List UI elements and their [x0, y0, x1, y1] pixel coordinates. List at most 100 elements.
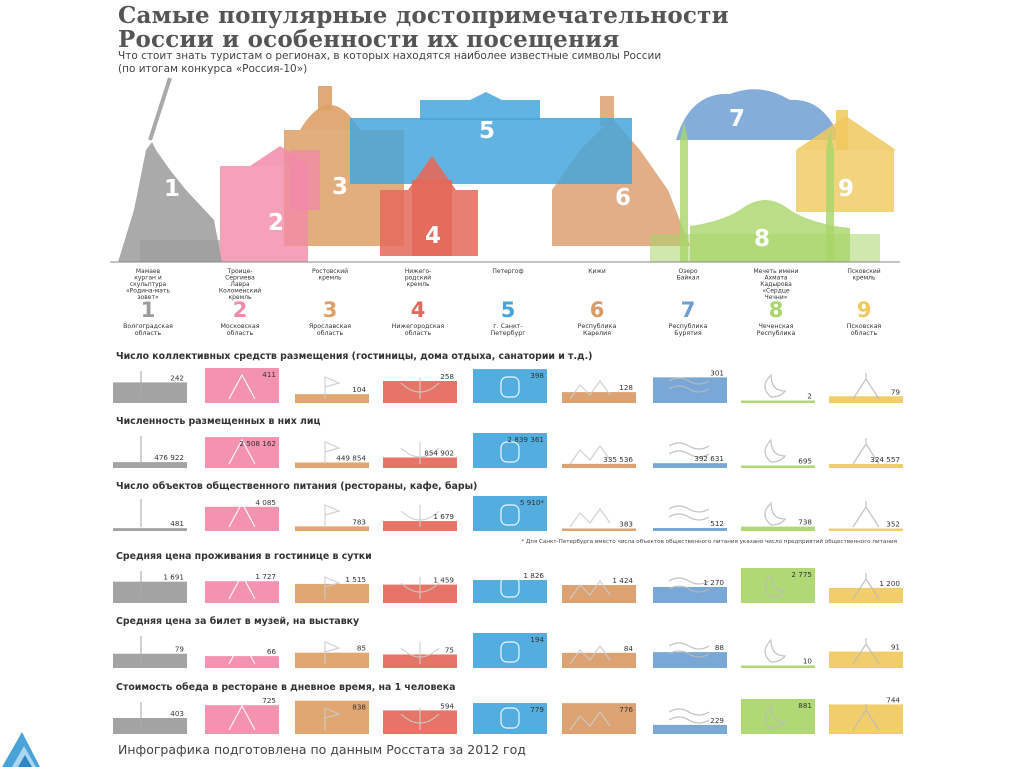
- bar-p3-c9: [829, 528, 903, 531]
- panel-2: Численность размещенных в них лиц 476 922…: [113, 416, 903, 468]
- waves-icon: [668, 505, 710, 521]
- value-label-p6-c4: 594: [440, 701, 454, 710]
- landmark-name-6-line-1: Кижи: [588, 268, 606, 275]
- region-name-7-line-1: Республика: [669, 322, 708, 330]
- panel-title-2: Численность размещенных в них лиц: [116, 416, 320, 427]
- landmark-name-1-line-4: «Родина-мать: [126, 288, 170, 295]
- lavra-icon: [228, 573, 256, 600]
- value-label-p2-c5: 2 839 361: [507, 435, 544, 444]
- crescent-icon: [764, 638, 787, 663]
- value-label-p5-c8: 10: [803, 657, 813, 666]
- bar-p6-c8: [741, 699, 815, 734]
- lavra-icon: [228, 704, 256, 731]
- value-label-p6-c6: 776: [619, 705, 633, 714]
- waves-icon: [668, 708, 710, 724]
- region-name-2-line-1: Московская: [220, 323, 259, 330]
- skyline-number-5: 5: [479, 118, 495, 144]
- landmark-name-2-line-4: Коломенский: [219, 288, 261, 295]
- bar-p1-c9: [829, 396, 903, 403]
- landmark-name-2-line-2: Сергиева: [225, 275, 255, 282]
- lavra-icon: [228, 501, 256, 528]
- peterhof-palace-body: [350, 118, 632, 184]
- landmark-name-1-line-2: курган и: [134, 275, 162, 282]
- peterhof-palace-roof: [470, 92, 502, 100]
- rostov-kremlin-dome: [300, 105, 360, 130]
- tower-icon: [852, 638, 880, 665]
- value-label-p4-c5: 1 826: [523, 571, 544, 580]
- bar-p2-c3: [295, 462, 369, 468]
- bar-p2-c7: [653, 463, 727, 468]
- skyline-number-1: 1: [164, 176, 180, 202]
- bar-p4-c7: [653, 586, 727, 603]
- crescent-icon: [764, 438, 787, 463]
- bar-p2-c9: [829, 463, 903, 468]
- panel-title-6: Стоимость обеда в ресторане в дневное вр…: [116, 682, 455, 693]
- mountains-icon: [569, 444, 611, 465]
- crescent-icon: [764, 373, 787, 398]
- region-number-4: 4: [411, 298, 426, 322]
- bar-p1-c3: [295, 394, 369, 403]
- tower-icon: [852, 373, 880, 400]
- value-label-p2-c2: 2 508 162: [239, 439, 276, 448]
- value-label-p2-c7: 392 631: [694, 454, 724, 463]
- bar-p4-c5: [473, 579, 547, 603]
- region-name-6-line-1: Республика: [578, 322, 617, 330]
- bar-p1-c8: [741, 400, 815, 403]
- value-label-p4-c1: 1 691: [163, 573, 184, 582]
- title-line-1: Самые популярные достопримечательности: [118, 2, 729, 29]
- mountains-icon: [569, 379, 611, 400]
- source-footer: Инфографика подготовлена по данным Росст…: [118, 742, 526, 757]
- landmark-name-8-line-2: Ахмата: [764, 275, 787, 282]
- kremlin-icon: [400, 442, 440, 464]
- region-name-1-line-1: Волгоградская: [123, 323, 173, 330]
- flag-icon: [324, 641, 341, 664]
- value-label-p3-c5: 5 910*: [520, 498, 545, 507]
- mosque-minaret-left: [680, 140, 688, 262]
- value-label-p5-c2: 66: [267, 647, 277, 656]
- bar-p3-c6: [562, 528, 636, 531]
- tower-icon: [852, 704, 880, 731]
- region-number-7: 7: [681, 298, 696, 322]
- mosque-minaret-left-tip: [680, 122, 688, 140]
- landmark-name-8-line-5: Чечни»: [765, 294, 788, 301]
- region-name-6-line-2: Карелия: [583, 330, 611, 337]
- bar-p6-c7: [653, 724, 727, 734]
- panel-title-5: Средняя цена за билет в музей, на выстав…: [116, 616, 359, 627]
- crescent-icon: [764, 573, 787, 598]
- peterhof-palace-upper: [420, 100, 540, 120]
- region-name-3-line-1: Ярославская: [309, 323, 351, 330]
- value-label-p6-c5: 779: [530, 705, 544, 714]
- landmark-name-3-line-2: кремль: [318, 275, 341, 282]
- region-number-5: 5: [501, 298, 516, 322]
- bar-p3-c1: [113, 528, 187, 531]
- landmark-name-3-line-1: Ростовский: [312, 268, 348, 275]
- panel-title-4: Средняя цена проживания в гостинице в су…: [116, 551, 372, 562]
- bar-p5-c6: [562, 652, 636, 668]
- landmark-name-2-line-5: кремль: [228, 294, 251, 301]
- tower-icon: [852, 501, 880, 528]
- landmark-name-4-line-1: Нижего-: [405, 268, 432, 275]
- flag-icon: [324, 441, 341, 464]
- fountain-icon: [500, 504, 520, 526]
- bar-p5-c2: [205, 656, 279, 668]
- page-title: Самые популярные достопримечательности Р…: [118, 4, 729, 52]
- bar-p2-c2: [205, 437, 279, 468]
- bar-p3-c8: [741, 526, 815, 531]
- bar-p3-c3: [295, 526, 369, 531]
- fountain-icon: [500, 376, 520, 398]
- landmark-name-8-line-1: Мечеть имени: [754, 268, 799, 275]
- bar-p6-c2: [205, 705, 279, 734]
- mountains-icon: [569, 579, 611, 600]
- value-label-p4-c2: 1 727: [255, 572, 276, 581]
- bar-p2-c6: [562, 463, 636, 468]
- value-label-p2-c6: 335 536: [603, 455, 633, 464]
- bar-p4-c3: [295, 583, 369, 603]
- region-number-2: 2: [233, 298, 248, 322]
- value-label-p5-c1: 79: [175, 645, 185, 654]
- panel-5: Средняя цена за билет в музей, на выстав…: [113, 616, 903, 668]
- value-label-p4-c6: 1 424: [612, 576, 633, 585]
- region-name-8-line-1: Чеченская: [759, 323, 794, 330]
- value-label-p1-c7: 301: [710, 368, 724, 377]
